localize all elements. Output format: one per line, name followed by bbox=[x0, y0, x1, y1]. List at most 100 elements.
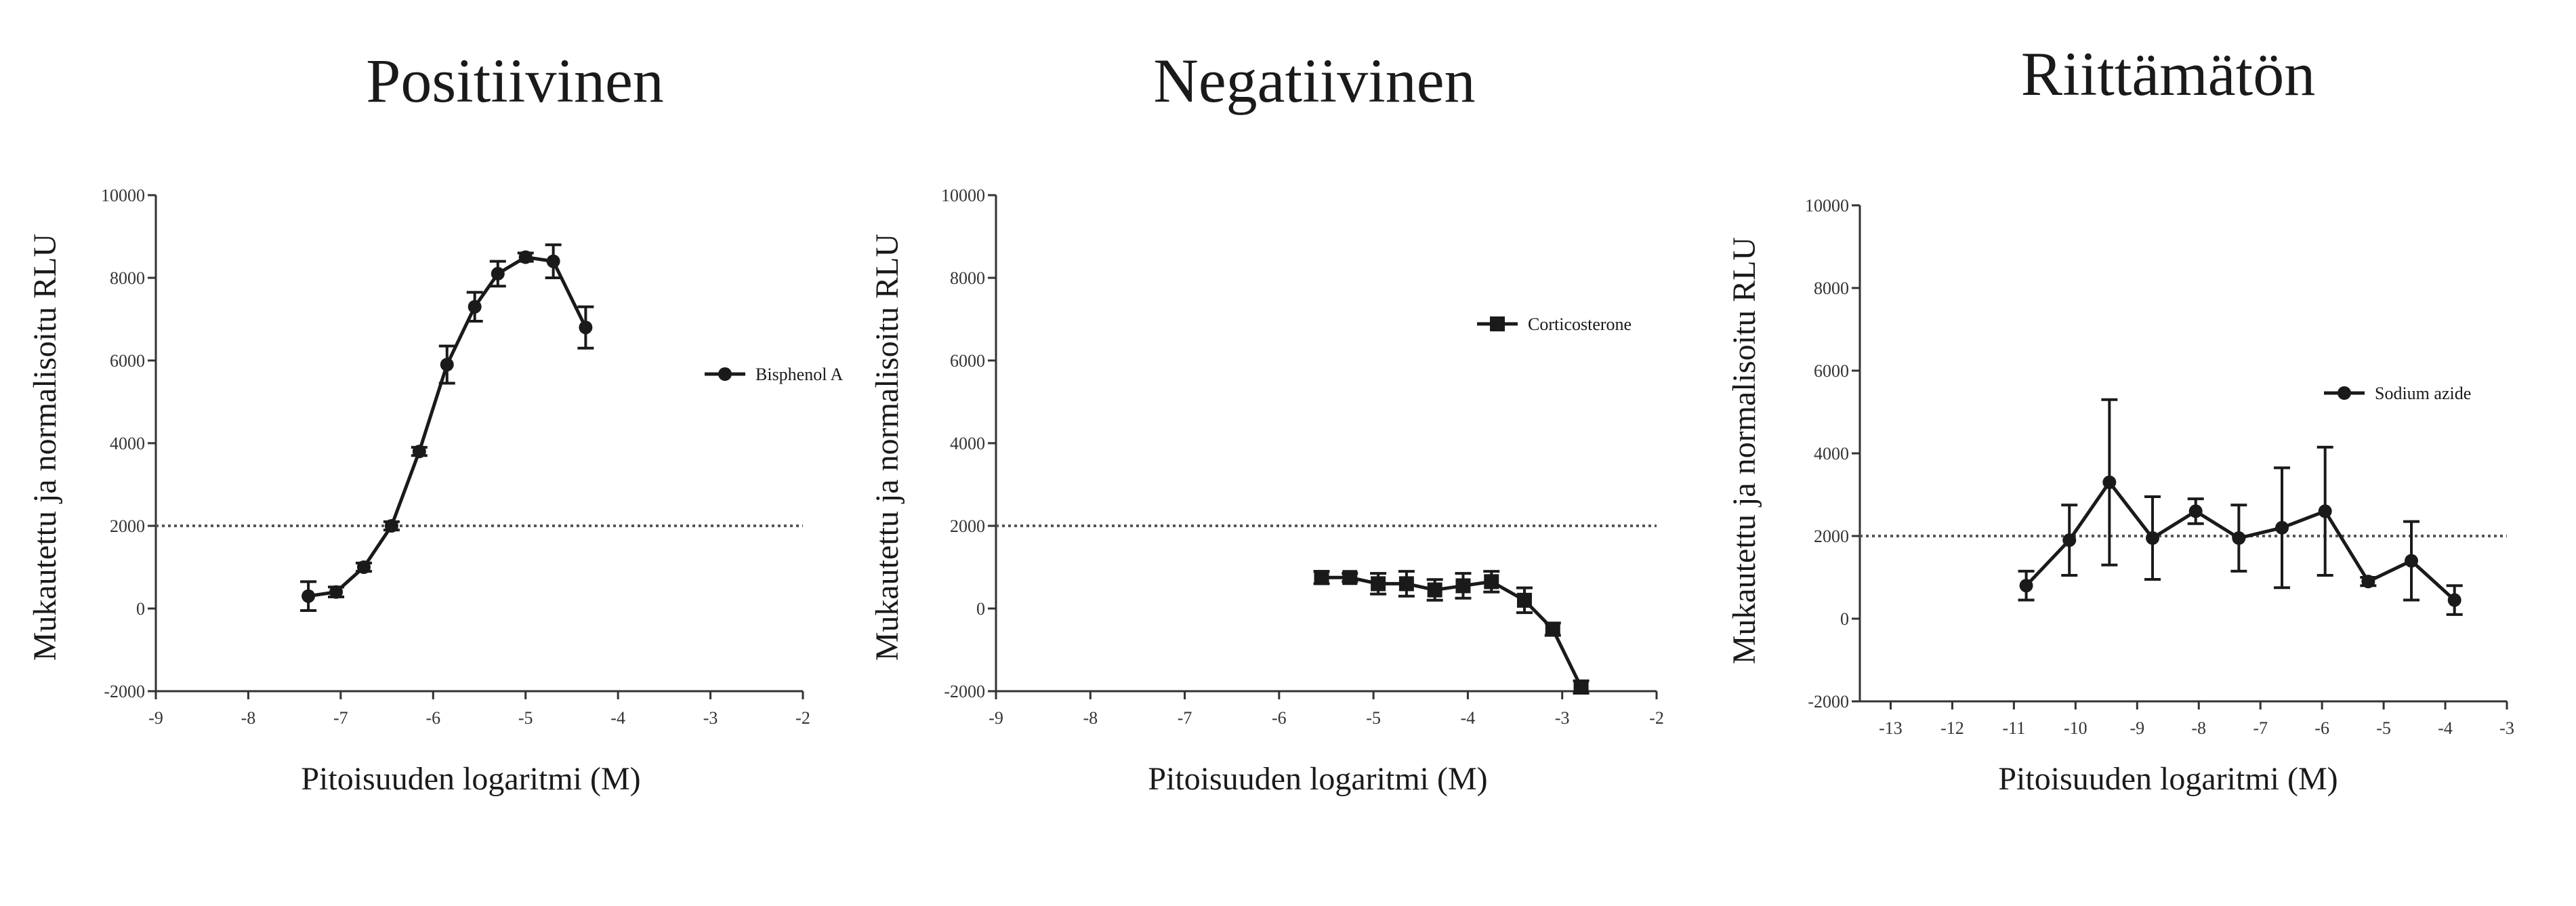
y-tick-label: 4000 bbox=[950, 434, 985, 453]
y-tick-label: -2000 bbox=[104, 682, 145, 701]
x-tick-label: -10 bbox=[2064, 718, 2087, 738]
data-point bbox=[412, 445, 426, 459]
data-point bbox=[1314, 570, 1329, 585]
data-point bbox=[1342, 570, 1358, 585]
y-axis-label: Mukautettu ja normalisoitu RLU bbox=[869, 234, 905, 661]
x-tick-label: -12 bbox=[1940, 718, 1964, 738]
series-line bbox=[1321, 575, 1583, 688]
chart-panel-1: Positiivinen -2000 0 2000 4000 6000 8000 10000 -… bbox=[27, 46, 844, 797]
x-tick-label: -11 bbox=[2003, 718, 2026, 738]
chart-title: Negatiivinen bbox=[1153, 46, 1475, 115]
legend-marker bbox=[1490, 316, 1505, 331]
data-point bbox=[2405, 554, 2419, 568]
data-point bbox=[2102, 475, 2117, 489]
series-line bbox=[308, 255, 587, 598]
data-point bbox=[2275, 520, 2289, 535]
x-tick-label: -4 bbox=[610, 708, 625, 728]
x-tick-label: -2 bbox=[1649, 708, 1664, 728]
x-tick-label: -9 bbox=[148, 708, 163, 728]
y-tick-label: 8000 bbox=[110, 268, 145, 288]
y-tick-label: 8000 bbox=[1814, 279, 1849, 298]
data-point bbox=[2318, 504, 2332, 518]
data-point bbox=[1455, 578, 1471, 594]
y-tick-label: 10000 bbox=[941, 186, 985, 205]
y-tick-label: 0 bbox=[1840, 609, 1849, 629]
y-tick-label: 2000 bbox=[1814, 527, 1849, 546]
y-tick-label: 8000 bbox=[950, 268, 985, 288]
legend-label: Bisphenol A bbox=[755, 365, 844, 384]
x-tick-label: -8 bbox=[1083, 708, 1098, 728]
x-tick-label: -7 bbox=[2253, 718, 2268, 738]
data-point bbox=[384, 519, 398, 533]
legend-label: Corticosterone bbox=[1528, 314, 1632, 334]
y-tick-label: 6000 bbox=[1814, 361, 1849, 381]
data-point bbox=[491, 266, 505, 281]
chart-title: Riittämätön bbox=[2021, 39, 2315, 108]
y-tick-label: -2000 bbox=[944, 682, 985, 701]
y-axis-label: Mukautettu ja normalisoitu RLU bbox=[27, 234, 63, 661]
data-point bbox=[2062, 533, 2077, 548]
data-point bbox=[2361, 575, 2375, 589]
y-tick-label: 4000 bbox=[110, 434, 145, 453]
legend-marker bbox=[718, 367, 732, 381]
data-point bbox=[546, 254, 560, 268]
y-tick-label: 2000 bbox=[950, 516, 985, 536]
y-tick-label: 6000 bbox=[950, 351, 985, 371]
data-point bbox=[2447, 593, 2461, 607]
chart-panel-3: Riittämätön -2000 0 2000 4000 6000 8000 10000 -1… bbox=[1726, 39, 2514, 797]
y-tick-label: 0 bbox=[976, 599, 985, 619]
data-point bbox=[2232, 531, 2246, 545]
data-point bbox=[579, 321, 593, 335]
x-axis-label: Pitoisuuden logaritmi (M) bbox=[1148, 761, 1487, 797]
y-axis-label: Mukautettu ja normalisoitu RLU bbox=[1726, 237, 1762, 665]
x-tick-label: -7 bbox=[1178, 708, 1192, 728]
x-tick-label: -9 bbox=[2130, 718, 2144, 738]
legend-marker bbox=[2338, 386, 2351, 400]
data-point bbox=[1573, 679, 1589, 695]
x-tick-label: -3 bbox=[2499, 718, 2514, 738]
y-tick-label: 0 bbox=[136, 599, 145, 619]
x-tick-label: -9 bbox=[989, 708, 1003, 728]
data-point bbox=[1427, 582, 1442, 598]
x-tick-label: -3 bbox=[1555, 708, 1570, 728]
data-point bbox=[2188, 504, 2203, 518]
x-tick-label: -7 bbox=[333, 708, 348, 728]
y-tick-label: 10000 bbox=[1805, 196, 1849, 215]
x-tick-label: -4 bbox=[1461, 708, 1476, 728]
data-point bbox=[518, 250, 533, 264]
x-tick-label: -5 bbox=[518, 708, 533, 728]
data-point bbox=[1545, 621, 1560, 637]
x-tick-label: -6 bbox=[1272, 708, 1287, 728]
y-tick-label: 6000 bbox=[110, 351, 145, 371]
data-point bbox=[356, 560, 371, 574]
legend-label: Sodium azide bbox=[2375, 384, 2471, 403]
data-point bbox=[468, 300, 482, 314]
x-axis-label: Pitoisuuden logaritmi (M) bbox=[1998, 761, 2338, 797]
x-tick-label: -13 bbox=[1879, 718, 1903, 738]
x-tick-label: -8 bbox=[241, 708, 256, 728]
x-tick-label: -5 bbox=[1366, 708, 1381, 728]
data-point bbox=[329, 585, 344, 599]
data-point bbox=[1484, 574, 1499, 590]
x-tick-label: -8 bbox=[2191, 718, 2206, 738]
data-point bbox=[440, 358, 454, 372]
chart-title: Positiivinen bbox=[366, 46, 664, 115]
y-tick-label: 10000 bbox=[101, 186, 145, 205]
data-point bbox=[302, 589, 316, 603]
y-tick-label: -2000 bbox=[1808, 692, 1849, 712]
y-tick-label: 4000 bbox=[1814, 444, 1849, 464]
x-tick-label: -5 bbox=[2376, 718, 2391, 738]
x-tick-label: -6 bbox=[425, 708, 440, 728]
x-tick-label: -3 bbox=[703, 708, 718, 728]
data-point bbox=[2019, 579, 2033, 593]
data-point bbox=[1398, 576, 1414, 592]
data-point bbox=[1517, 592, 1532, 608]
chart-panel-2: Negatiivinen -2000 0 2000 4000 6000 8000 10000 -… bbox=[869, 46, 1664, 797]
x-tick-label: -6 bbox=[2314, 718, 2329, 738]
data-point bbox=[2146, 531, 2160, 545]
y-tick-label: 2000 bbox=[110, 516, 145, 536]
data-point bbox=[1371, 576, 1386, 592]
x-tick-label: -2 bbox=[795, 708, 810, 728]
x-axis-label: Pitoisuuden logaritmi (M) bbox=[301, 761, 640, 797]
